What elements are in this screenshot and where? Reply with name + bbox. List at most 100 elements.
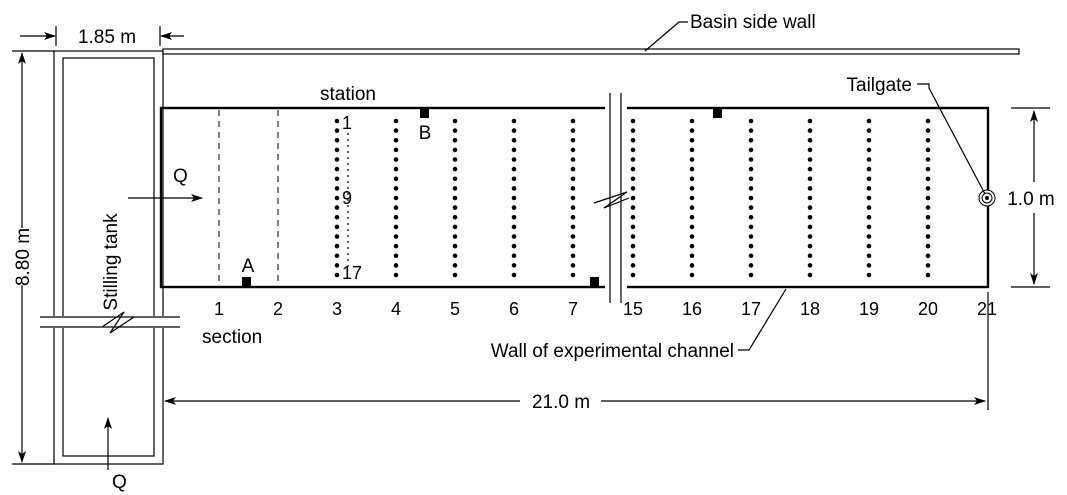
- experimental-channel: [159, 93, 990, 303]
- station-dot: [748, 176, 754, 182]
- station-dot: [866, 157, 872, 162]
- station-dot: [925, 253, 931, 259]
- section-number: 1: [214, 299, 224, 319]
- station-dot: [925, 243, 931, 249]
- station-dot: [511, 186, 517, 191]
- station-dot: [452, 195, 458, 201]
- station-dot: [452, 224, 458, 230]
- station-dot: [334, 176, 340, 182]
- station-dot: [689, 253, 695, 259]
- label-tailgate: Tailgate: [847, 75, 913, 96]
- label-station: station: [320, 84, 376, 105]
- station-dot: [689, 186, 695, 191]
- station-dot: [511, 272, 517, 278]
- station-dot: [452, 128, 458, 133]
- station-dot: [689, 243, 695, 249]
- station-dot: [452, 176, 458, 182]
- station-dot: [925, 166, 931, 172]
- station-dot: [334, 128, 340, 133]
- station-dot: [689, 215, 695, 220]
- station-dot: [393, 176, 399, 182]
- station-dot: [807, 138, 813, 143]
- station-dot: [511, 224, 517, 230]
- station-dot: [925, 195, 931, 201]
- station-dot: [689, 147, 695, 153]
- station-dot: [393, 234, 399, 239]
- station-dot: [334, 224, 340, 230]
- station-dot: [570, 147, 576, 153]
- marker-near-16: [713, 109, 722, 118]
- station-dot: [807, 118, 813, 124]
- station-dot: [511, 157, 517, 162]
- station-dot: [511, 138, 517, 143]
- station-dot: [925, 118, 931, 124]
- station-dot: [866, 195, 872, 201]
- station-dot: [807, 166, 813, 172]
- station-dot: [511, 176, 517, 182]
- station-dot: [452, 166, 458, 172]
- station-dot: [748, 253, 754, 259]
- station-dot: [748, 166, 754, 172]
- station-dot: [630, 234, 636, 239]
- station-dot: [393, 263, 399, 268]
- station-dot: [570, 166, 576, 172]
- station-dot: [807, 272, 813, 278]
- tailgate-symbol: [978, 189, 996, 207]
- station-dot: [452, 186, 458, 191]
- station-dot: [866, 234, 872, 239]
- section-number: 19: [859, 299, 879, 319]
- section-number: 7: [568, 299, 578, 319]
- station-dot: [570, 272, 576, 278]
- station-dot: [748, 234, 754, 239]
- station-dot: [748, 224, 754, 230]
- station-dot: [334, 195, 340, 201]
- station-dot: [570, 243, 576, 249]
- section-number: 18: [800, 299, 820, 319]
- section-number: 16: [682, 299, 702, 319]
- station-dot: [570, 176, 576, 182]
- station-dot: [630, 205, 636, 210]
- label-q-inflow: Q: [173, 166, 188, 187]
- station-dot: [748, 147, 754, 153]
- basin-side-wall: [162, 48, 1020, 55]
- measurement-stations: [334, 118, 931, 278]
- station-dot: [334, 205, 340, 210]
- station-dot: [689, 166, 695, 172]
- station-dot: [393, 147, 399, 153]
- marker-a: [242, 277, 251, 286]
- station-dot: [748, 205, 754, 210]
- station-dot: [689, 234, 695, 239]
- station-dot: [807, 176, 813, 182]
- station-dot: [393, 243, 399, 249]
- station-dot: [511, 234, 517, 239]
- station-dot: [570, 118, 576, 124]
- station-dot: [570, 253, 576, 259]
- dimension-tank-width: 1.85 m: [20, 26, 184, 48]
- station-dot: [630, 138, 636, 143]
- station-dot: [630, 195, 636, 201]
- station-dot: [630, 176, 636, 182]
- section-number: 21: [977, 299, 997, 319]
- station-dot: [748, 195, 754, 201]
- station-dot: [866, 128, 872, 133]
- callout-channel-wall: Wall of experimental channel: [491, 288, 787, 362]
- callout-tailgate: Tailgate: [847, 75, 986, 195]
- station-dot: [748, 118, 754, 124]
- station-dot: [334, 186, 340, 191]
- section-number: 5: [450, 299, 460, 319]
- station-dot: [748, 157, 754, 162]
- station-dot: [452, 118, 458, 124]
- station-dot: [570, 138, 576, 143]
- station-dot: [334, 253, 340, 259]
- dimension-total-height: 8.80 m: [12, 50, 54, 465]
- station-dot: [630, 263, 636, 268]
- station-dot: [452, 253, 458, 259]
- station-dot: [570, 128, 576, 133]
- station-dot: [630, 128, 636, 133]
- station-dot: [866, 263, 872, 268]
- station-dot: [925, 138, 931, 143]
- station-dot: [866, 186, 872, 191]
- station-dot: [925, 176, 931, 182]
- station-dot: [807, 205, 813, 210]
